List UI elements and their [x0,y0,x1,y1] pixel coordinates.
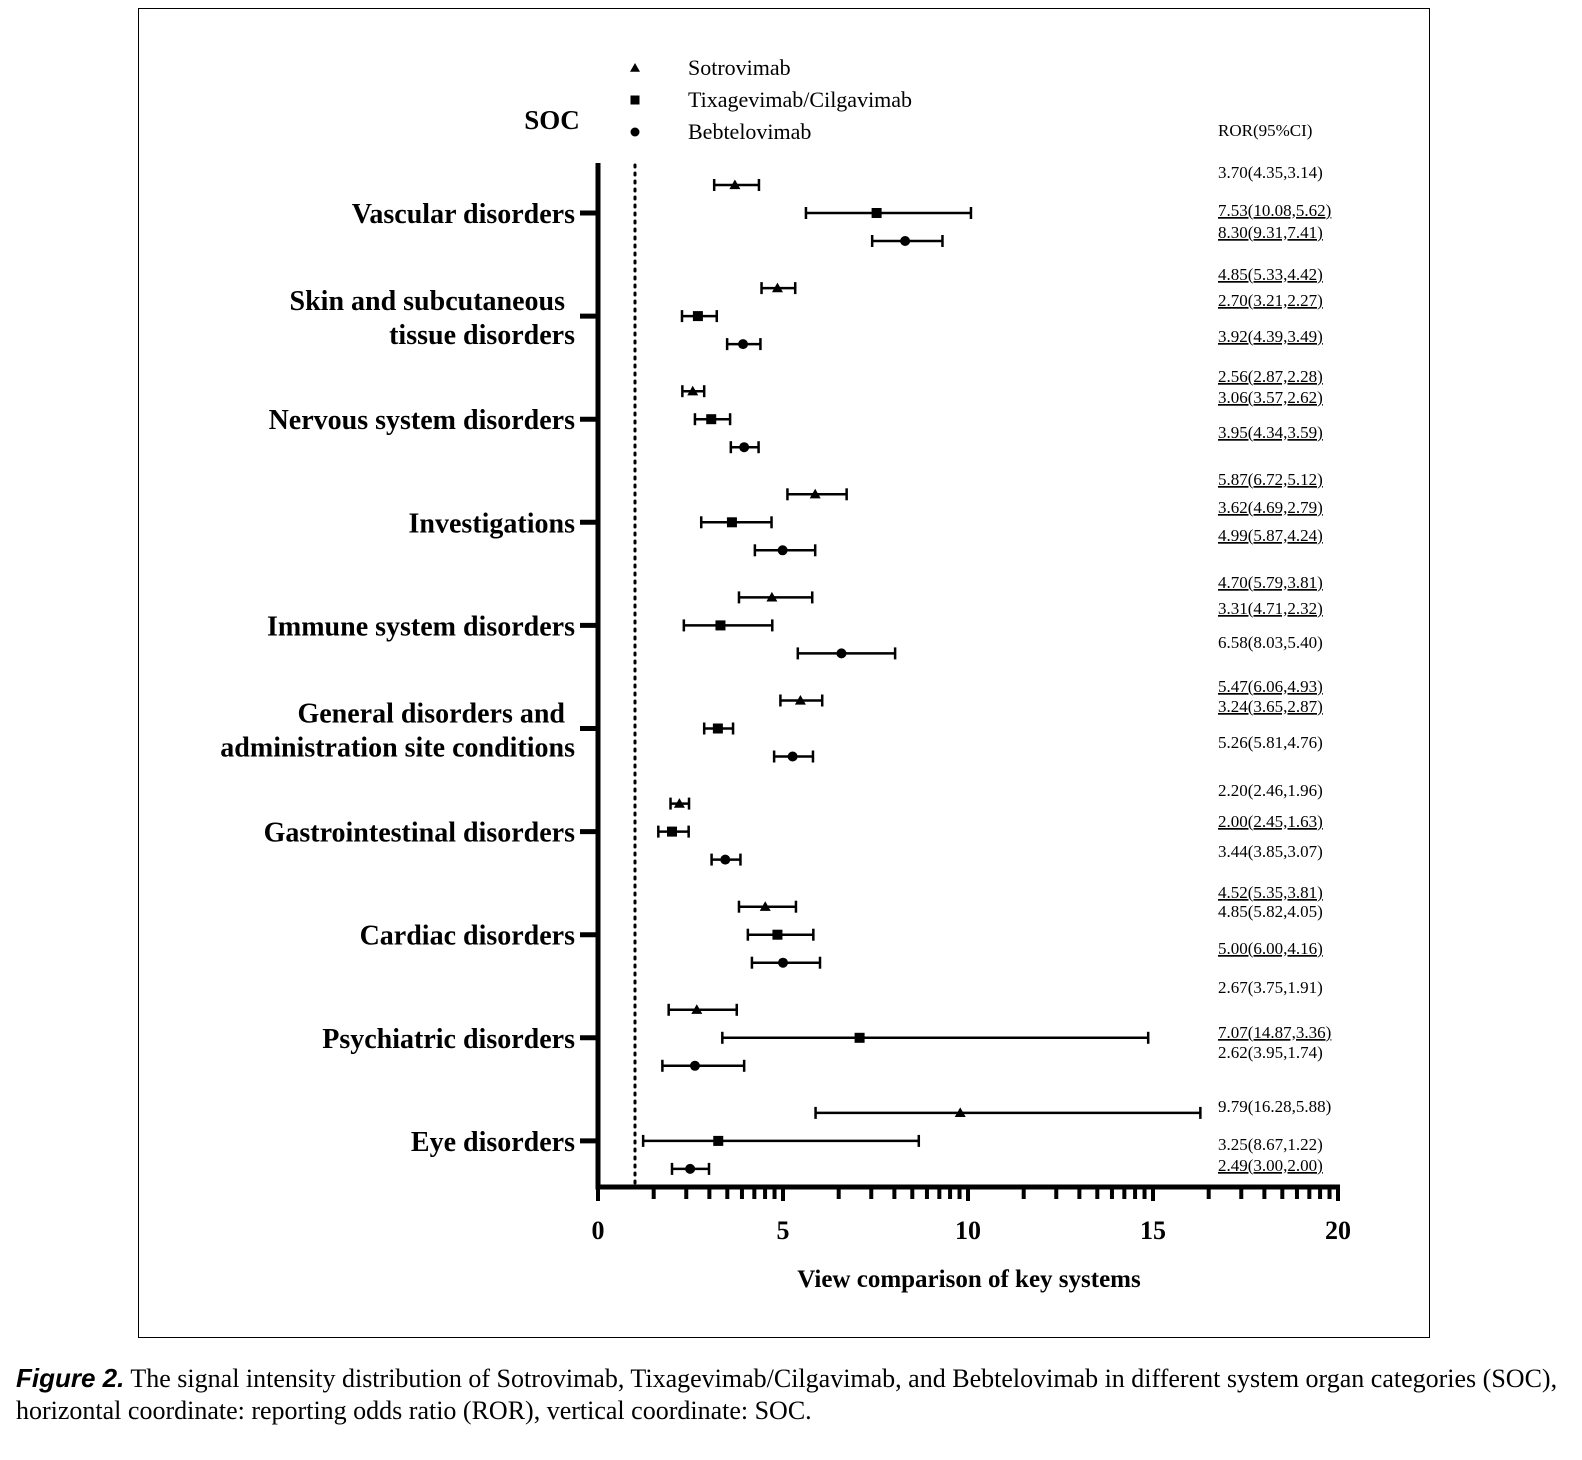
y-axis-title: SOC [524,105,580,135]
ror-value-label: 3.24(3.65,2.87) [1218,697,1323,716]
ror-value-label: 2.20(2.46,1.96) [1218,781,1323,800]
ror-value-label: 2.00(2.45,1.63) [1218,812,1323,831]
x-axis-title: View comparison of key systems [797,1266,1141,1293]
category-label: Immune system disorders [267,611,575,642]
caption-text: The signal intensity distribution of Sot… [16,1364,1558,1425]
ror-value-label: 2.70(3.21,2.27) [1218,291,1323,310]
point-triangle [759,901,771,911]
point-circle [836,648,847,659]
category-label: General disorders and [297,699,565,730]
point-triangle [809,488,821,499]
point-triangle [729,179,741,190]
ror-value-label: 3.62(4.69,2.79) [1218,498,1323,517]
point-circle [720,854,731,865]
point-circle [689,1060,700,1071]
ror-value-label: 4.85(5.82,4.05) [1218,902,1323,921]
ror-header: ROR(95%CI) [1218,121,1312,140]
ror-value-label: 4.70(5.79,3.81) [1218,573,1323,592]
ror-value-label: 2.56(2.87,2.28) [1218,367,1323,386]
ror-value-label: 5.47(6.06,4.93) [1218,677,1323,696]
category-label: Gastrointestinal disorders [264,818,575,849]
point-square [871,208,882,218]
category-label: Investigations [409,508,576,539]
category-label: Eye disorders [411,1127,575,1158]
point-square [772,929,783,940]
ror-value-label: 3.25(8.67,1.22) [1218,1135,1323,1154]
point-triangle [794,695,806,705]
forest-plot: 0 5 10 15 20 View comparison of key systems SO… [220,55,1351,1293]
ror-value-label: 8.30(9.31,7.41) [1218,223,1323,242]
figure-label: Figure 2. [16,1363,125,1393]
point-triangle [771,282,783,293]
point-triangle [673,798,685,808]
point-square [854,1032,865,1043]
ror-value-label: 3.31(4.71,2.32) [1218,599,1323,618]
legend-marker-circle [630,127,640,137]
point-square [692,311,703,322]
point-circle [738,339,749,350]
category-label: Nervous system disorders [269,405,576,436]
category-label: Skin and subcutaneous [290,286,566,317]
ror-value-label: 2.49(3.00,2.00) [1218,1156,1323,1175]
ror-value-label: 7.07(14.87,3.36) [1218,1023,1331,1042]
ror-value-label: 9.79(16.28,5.88) [1218,1097,1331,1116]
ror-value-label: 6.58(8.03,5.40) [1218,633,1323,652]
x-tick-label: 10 [955,1216,981,1245]
ror-value-label: 3.92(4.39,3.49) [1218,327,1323,346]
ror-value-label: 2.62(3.95,1.74) [1218,1043,1323,1062]
category-label: Cardiac disorders [360,921,576,952]
figure-caption: Figure 2. The signal intensity distribut… [16,1362,1572,1427]
point-circle [777,545,788,556]
point-square [713,1135,724,1146]
legend-marker-square [630,95,640,105]
ror-value-label: 7.53(10.08,5.62) [1218,201,1331,220]
ror-value-label: 5.00(6.00,4.16) [1218,939,1323,958]
point-triangle [766,591,778,602]
point-square [706,414,717,425]
x-tick-label: 0 [592,1216,605,1245]
legend-marker-triangle [630,63,640,72]
ror-value-label: 5.26(5.81,4.76) [1218,733,1323,752]
point-circle [787,751,798,762]
point-square [715,620,726,631]
figure-frame [138,8,1430,1338]
legend-label: Sotrovimab [688,55,791,80]
category-label: administration site conditions [220,733,575,764]
ror-value-label: 4.99(5.87,4.24) [1218,526,1323,545]
ror-value-label: 4.85(5.33,4.42) [1218,265,1323,284]
point-triangle [687,385,699,396]
point-circle [900,236,911,246]
category-label: Vascular disorders [352,199,575,230]
ror-value-label: 5.87(6.72,5.12) [1218,470,1323,489]
category-label: tissue disorders [389,320,575,351]
ror-value-label: 3.06(3.57,2.62) [1218,388,1323,407]
point-triangle [954,1107,966,1118]
legend-label: Tixagevimab/Cilgavimab [688,87,912,112]
point-square [712,723,723,734]
x-tick-label: 15 [1140,1216,1166,1245]
ror-value-label: 3.95(4.34,3.59) [1218,423,1323,442]
legend-label: Bebtelovimab [688,119,811,144]
point-circle [739,442,750,453]
point-square [667,826,677,837]
category-label: Psychiatric disorders [322,1024,575,1055]
ror-value-label: 3.70(4.35,3.14) [1218,163,1323,182]
ror-value-label: 3.44(3.85,3.07) [1218,842,1323,861]
point-square [726,517,737,528]
point-circle [685,1163,696,1174]
ror-value-label: 4.52(5.35,3.81) [1218,883,1323,902]
ror-value-label: 2.67(3.75,1.91) [1218,978,1323,997]
x-tick-label: 5 [777,1216,790,1245]
point-circle [778,957,788,968]
point-triangle [691,1004,703,1014]
x-tick-label: 20 [1325,1216,1351,1245]
